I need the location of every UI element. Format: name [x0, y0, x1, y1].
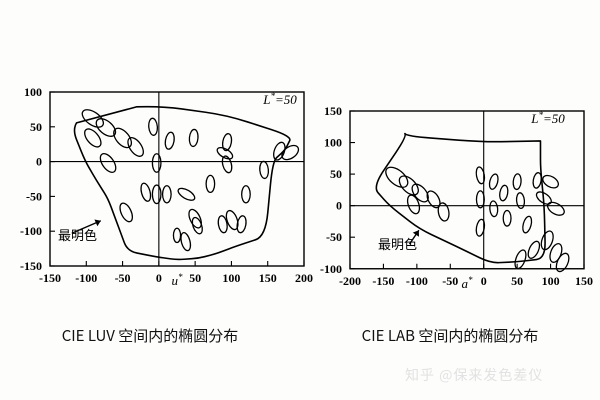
svg-text:0: 0 — [36, 155, 42, 169]
svg-text:-50: -50 — [115, 271, 131, 285]
svg-text:200: 200 — [295, 271, 313, 285]
svg-text:-150: -150 — [20, 259, 42, 273]
svg-text:50: 50 — [189, 271, 201, 285]
svg-text:100: 100 — [24, 85, 42, 99]
svg-text:0: 0 — [336, 199, 342, 213]
svg-text:-50: -50 — [442, 274, 458, 288]
svg-text:100: 100 — [324, 136, 342, 150]
svg-text:u*: u* — [172, 272, 184, 288]
svg-text:-100: -100 — [75, 271, 97, 285]
svg-text:-150: -150 — [39, 271, 61, 285]
svg-text:150: 150 — [575, 274, 593, 288]
svg-text:L*=50: L*=50 — [530, 110, 565, 126]
svg-text:100: 100 — [222, 271, 240, 285]
svg-text:-50: -50 — [26, 189, 42, 203]
svg-text:CIE LAB 空间内的椭圆分布: CIE LAB 空间内的椭圆分布 — [362, 325, 539, 346]
svg-text:0: 0 — [156, 271, 162, 285]
svg-text:-50: -50 — [326, 230, 342, 244]
svg-text:-100: -100 — [320, 262, 342, 276]
svg-text:50: 50 — [330, 167, 342, 181]
svg-text:最明色: 最明色 — [378, 234, 417, 253]
svg-text:a*: a* — [462, 275, 474, 291]
svg-text:-100: -100 — [406, 274, 428, 288]
svg-text:100: 100 — [542, 274, 560, 288]
svg-text:50: 50 — [511, 274, 523, 288]
svg-text:150: 150 — [324, 104, 342, 118]
svg-text:-200: -200 — [339, 274, 361, 288]
svg-text:-100: -100 — [20, 224, 42, 238]
svg-text:50: 50 — [30, 120, 42, 134]
svg-text:CIE LUV 空间内的椭圆分布: CIE LUV 空间内的椭圆分布 — [62, 325, 239, 346]
svg-text:最明色: 最明色 — [58, 225, 97, 244]
svg-text:150: 150 — [259, 271, 277, 285]
svg-text:-150: -150 — [372, 274, 394, 288]
svg-text:0: 0 — [481, 274, 487, 288]
svg-text:知乎 @保来发色差仪: 知乎 @保来发色差仪 — [405, 365, 543, 385]
svg-text:L*=50: L*=50 — [262, 91, 297, 107]
